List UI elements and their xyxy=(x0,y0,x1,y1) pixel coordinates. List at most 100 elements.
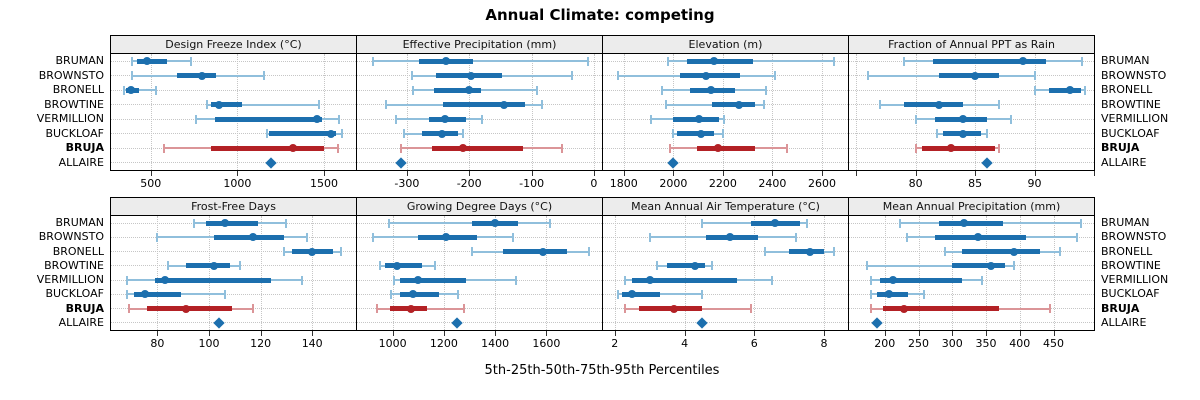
x-axis-label: 5th-25th-50th-75th-95th Percentiles xyxy=(484,363,720,378)
whisker-cap-5th xyxy=(914,143,917,153)
band-25th-75th xyxy=(384,263,423,269)
median-dot xyxy=(161,276,170,285)
median-dot xyxy=(392,261,401,270)
panel-elevation-m xyxy=(602,53,849,171)
whisker-cap-95th xyxy=(723,114,726,124)
whisker-cap-5th xyxy=(385,100,388,110)
site-label-left-vermillion: VERMILLION xyxy=(36,112,104,126)
whisker-cap-5th xyxy=(661,85,664,95)
axis-tick xyxy=(614,331,616,336)
whisker-cap-5th xyxy=(194,114,197,124)
site-label-right-bruja: BRUJA xyxy=(1101,301,1140,315)
axis-tick xyxy=(260,331,262,336)
whisker-cap-95th xyxy=(433,261,436,271)
axis-tick-label: 4 xyxy=(681,337,689,350)
gridline-horizontal xyxy=(357,133,602,135)
band-25th-75th xyxy=(711,102,756,108)
median-dot xyxy=(1010,247,1019,256)
site-label-left-browtine: BROWTINE xyxy=(44,258,104,272)
whisker-cap-5th xyxy=(130,56,133,66)
site-label-right-allaire: ALLAIRE xyxy=(1101,155,1147,169)
whisker-cap-5th xyxy=(878,100,881,110)
axis-tick xyxy=(1019,331,1021,336)
whisker-cap-5th xyxy=(125,275,128,285)
median-dot xyxy=(491,219,500,228)
whisker-cap-95th xyxy=(997,143,1000,153)
whisker-cap-95th xyxy=(997,100,1000,110)
axis-tick-label: 8 xyxy=(820,337,828,350)
whisker-cap-95th xyxy=(711,261,714,271)
median-dot xyxy=(959,129,968,138)
value-diamond xyxy=(451,317,463,329)
gridline-horizontal xyxy=(603,265,848,267)
band-25th-75th xyxy=(210,102,242,108)
whisker-cap-95th xyxy=(238,261,241,271)
site-label-left-browtine: BROWTINE xyxy=(44,97,104,111)
whisker-cap-95th xyxy=(765,85,768,95)
whisker-cap-5th xyxy=(668,143,671,153)
whisker-cap-95th xyxy=(317,100,320,110)
median-dot xyxy=(628,290,637,299)
gridline-vertical xyxy=(392,216,394,330)
median-dot xyxy=(248,233,257,242)
axis-tick xyxy=(157,331,159,336)
panel-design-freeze-index-c xyxy=(110,53,357,171)
site-label-left-bruja: BRUJA xyxy=(65,301,104,315)
panel-effective-precipitation-mm xyxy=(356,53,603,171)
axis-tick-label: -200 xyxy=(456,177,482,190)
whisker-cap-5th xyxy=(616,71,619,81)
whisker-cap-95th xyxy=(540,100,543,110)
axis-tick-label: 6 xyxy=(750,337,758,350)
whisker-cap-95th xyxy=(336,143,339,153)
median-dot xyxy=(220,219,229,228)
gridline-vertical xyxy=(772,54,774,170)
median-dot xyxy=(538,247,547,256)
axis-tick-label: 1200 xyxy=(429,337,458,350)
median-dot xyxy=(414,276,423,285)
axis-tick xyxy=(684,331,686,336)
site-label-right-bronell: BRONELL xyxy=(1101,244,1153,258)
median-dot xyxy=(467,71,476,80)
gridline-vertical xyxy=(237,54,239,170)
gridline-vertical xyxy=(1034,54,1036,170)
median-dot xyxy=(326,129,335,138)
whisker-cap-5th xyxy=(648,232,651,242)
axis-tick xyxy=(754,331,756,336)
band-25th-75th xyxy=(206,220,258,226)
site-label-left-buckloaf: BUCKLOAF xyxy=(45,126,104,140)
gridline-vertical xyxy=(614,216,616,330)
site-label-right-buckloaf: BUCKLOAF xyxy=(1101,126,1160,140)
site-label-right-bruja: BRUJA xyxy=(1101,141,1140,155)
whisker-cap-5th xyxy=(206,100,209,110)
site-label-left-bruja: BRUJA xyxy=(65,141,104,155)
median-dot xyxy=(459,144,467,153)
panel-header-frost-free-days: Frost-Free Days xyxy=(110,197,357,216)
gridline-horizontal xyxy=(849,162,1094,164)
median-dot xyxy=(725,233,734,242)
site-label-right-vermillion: VERMILLION xyxy=(1101,273,1169,287)
axis-tick xyxy=(495,331,497,336)
median-dot xyxy=(691,261,699,270)
band-25th-75th xyxy=(903,102,964,108)
median-dot xyxy=(441,57,450,66)
band-25th-75th xyxy=(400,291,439,297)
axis-tick xyxy=(975,171,977,176)
whisker-5th-95th xyxy=(124,89,156,92)
axis-tick xyxy=(986,331,987,336)
gridline-horizontal xyxy=(603,162,848,164)
gridline-vertical xyxy=(975,54,977,170)
whisker-cap-5th xyxy=(870,304,873,314)
whisker-cap-5th xyxy=(128,304,131,314)
panel-header-design-freeze-index-c: Design Freeze Index (°C) xyxy=(110,35,357,54)
whisker-5th-95th xyxy=(207,103,319,106)
whisker-cap-95th xyxy=(263,71,266,81)
band-25th-75th xyxy=(880,277,962,283)
band-25th-75th xyxy=(137,58,168,64)
median-dot xyxy=(713,144,722,153)
band-25th-75th xyxy=(938,220,1003,226)
panel-mean-annual-precipitation-mm xyxy=(848,215,1095,331)
whisker-cap-5th xyxy=(655,261,658,271)
axis-tick-label: 2000 xyxy=(659,177,688,190)
value-diamond xyxy=(265,157,277,169)
axis-tick-label: 400 xyxy=(1009,337,1031,350)
